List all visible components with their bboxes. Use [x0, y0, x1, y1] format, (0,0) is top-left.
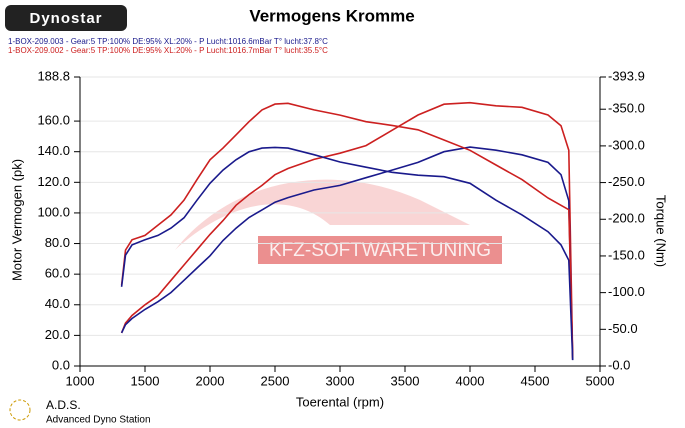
series-line — [120, 146, 574, 360]
y-tick-label: 40.0 — [45, 296, 70, 311]
logo-box — [5, 5, 127, 31]
y2-tick-label: -50.0 — [608, 321, 638, 336]
chart-title: Vermogens Kromme — [249, 6, 414, 25]
y2-tick-label: -0.0 — [608, 357, 630, 372]
x-tick-label: 5000 — [586, 373, 615, 388]
y2-tick-label: -393.9 — [608, 68, 645, 83]
y-tick-label: 160.0 — [37, 113, 70, 128]
y2-tick-label: -150.0 — [608, 247, 645, 262]
y-tick-label: 188.8 — [37, 68, 70, 83]
y-tick-label: 80.0 — [45, 235, 70, 250]
y-axis-label: Motor Vermogen (pk) — [9, 159, 24, 281]
x-tick-label: 3500 — [391, 373, 420, 388]
logo: Dynostar — [29, 10, 102, 27]
x-tick-label: 3000 — [326, 373, 355, 388]
y2-tick-label: -350.0 — [608, 101, 645, 116]
y-tick-label: 60.0 — [45, 266, 70, 281]
series-line — [120, 101, 574, 360]
y2-tick-label: -250.0 — [608, 174, 645, 189]
y-tick-label: 20.0 — [45, 327, 70, 342]
x-axis-label: Toerental (rpm) — [296, 394, 384, 409]
legend-entry: 1-BOX-209.003 - Gear:5 TP:100% DE:95% XL… — [8, 37, 328, 46]
watermark-band — [258, 236, 502, 264]
series-line — [120, 146, 574, 361]
x-tick-label: 2500 — [261, 373, 290, 388]
axes — [79, 77, 601, 367]
y-tick-label: 120.0 — [37, 174, 70, 189]
x-tick-label: 2000 — [196, 373, 225, 388]
series-line — [120, 102, 574, 358]
watermark-car — [175, 179, 470, 250]
ads-subtitle: Advanced Dyno Station — [46, 415, 151, 426]
ads-title: A.D.S. — [46, 398, 81, 412]
x-tick-label: 4000 — [456, 373, 485, 388]
legend-entry: 1-BOX-209.002 - Gear:5 TP:100% DE:95% XL… — [8, 46, 328, 55]
y2-tick-label: -200.0 — [608, 211, 645, 226]
x-tick-label: 4500 — [521, 373, 550, 388]
x-tick-label: 1000 — [66, 373, 95, 388]
watermark: KFZ-SOFTWARETUNING — [269, 240, 491, 261]
y-tick-label: 100.0 — [37, 204, 70, 219]
x-tick-label: 1500 — [131, 373, 160, 388]
y-tick-label: 0.0 — [52, 357, 70, 372]
y2-axis-label: Torque (Nm) — [654, 195, 669, 267]
y2-tick-label: -100.0 — [608, 284, 645, 299]
y-tick-label: 140.0 — [37, 143, 70, 158]
ads-logo — [9, 399, 31, 421]
y2-tick-label: -300.0 — [608, 137, 645, 152]
